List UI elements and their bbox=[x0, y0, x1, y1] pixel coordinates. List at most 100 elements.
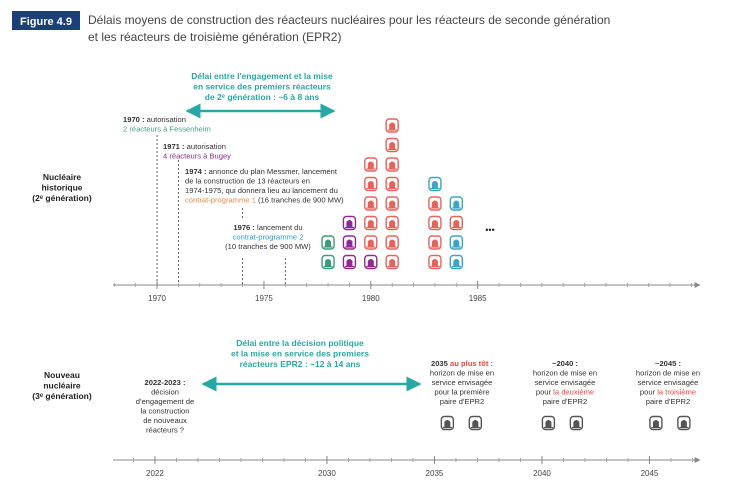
icon-reactor bbox=[367, 259, 374, 266]
annotation-line: de la construction de 13 réacteurs en bbox=[185, 177, 310, 186]
text-segment: autorisation bbox=[185, 142, 226, 151]
text-segment: pour bbox=[536, 388, 553, 397]
reactor-icon bbox=[385, 254, 399, 270]
annotation-line: paire d'EPR2 bbox=[440, 397, 485, 406]
label-line: Nouveau bbox=[44, 370, 80, 380]
annotation-line: service envisagée bbox=[535, 378, 596, 387]
text-segment: pour la première bbox=[434, 388, 489, 397]
text-segment: la deuxième bbox=[553, 388, 594, 397]
reactor-icon bbox=[385, 176, 399, 192]
text-segment: horizon de mise en bbox=[430, 369, 494, 378]
text-segment: décision bbox=[151, 388, 179, 397]
icon-reactor bbox=[453, 239, 460, 247]
annotation-line: 4 réacteurs à Bugey bbox=[163, 152, 231, 161]
reactor-icon bbox=[569, 415, 584, 431]
text-segment: service envisagée bbox=[535, 378, 596, 387]
text-segment: réacteurs ? bbox=[146, 426, 184, 435]
annotation-line: horizon de mise en bbox=[636, 369, 700, 378]
reactor-icon bbox=[428, 215, 442, 231]
annotation-line: 1976 : lancement du bbox=[233, 223, 302, 232]
label-line: nucléaire bbox=[43, 381, 81, 391]
figure-badge bbox=[12, 11, 80, 30]
text-segment: ~2040 : bbox=[552, 359, 578, 368]
text-segment: d'engagement de bbox=[136, 397, 194, 406]
reactor-icon bbox=[468, 415, 483, 431]
text-segment: contrat-programme 1 bbox=[185, 196, 256, 205]
icon-reactor bbox=[389, 181, 396, 188]
text-segment: 2022-2023 : bbox=[145, 378, 186, 387]
annotation-line: d'engagement de bbox=[136, 397, 194, 406]
icon-reactor bbox=[346, 220, 353, 227]
icon-reactor bbox=[545, 420, 552, 427]
reactor-icon bbox=[428, 254, 442, 270]
figure-label: Figure 4.9 bbox=[20, 16, 72, 28]
text-segment: paire d'EPR2 bbox=[440, 397, 485, 406]
text-segment: 2035 bbox=[431, 359, 450, 368]
label-line: Nucléaire bbox=[43, 172, 82, 182]
annotation-line: paire d'EPR2 bbox=[543, 397, 588, 406]
text-segment: de la construction de 13 réacteurs en bbox=[185, 177, 310, 186]
icon-reactor bbox=[472, 420, 479, 427]
text-segment: 1974 : bbox=[185, 167, 207, 176]
label-line: et la mise en service des premiers bbox=[231, 349, 369, 359]
reactor-icon bbox=[385, 157, 399, 172]
annotation-line: 2022-2023 : bbox=[145, 378, 186, 387]
icon-reactor bbox=[367, 181, 374, 188]
x-tick-label: 2030 bbox=[318, 469, 336, 478]
icon-reactor bbox=[389, 220, 396, 227]
icon-reactor bbox=[325, 259, 332, 266]
text-segment: paire d'EPR2 bbox=[646, 397, 691, 406]
text-segment: (10 tranches de 900 MW) bbox=[225, 242, 311, 251]
x-tick-label: 2035 bbox=[426, 469, 444, 478]
text-segment: paire d'EPR2 bbox=[543, 397, 588, 406]
reactor-icon bbox=[364, 254, 378, 270]
reactor-icon bbox=[342, 254, 357, 270]
text-segment: (16 tranches de 900 MW) bbox=[256, 196, 344, 205]
text-segment: 1971 : bbox=[163, 142, 185, 151]
reactor-icon bbox=[364, 215, 378, 231]
reactor-icon bbox=[649, 415, 663, 431]
reactor-icon bbox=[364, 235, 378, 250]
label-line: réacteurs EPR2 : ~12 à 14 ans bbox=[240, 359, 361, 369]
icon-reactor bbox=[453, 259, 460, 266]
icon-reactor bbox=[444, 420, 451, 427]
label-line: (3ᵉ génération) bbox=[32, 391, 92, 401]
icon-reactor bbox=[367, 239, 374, 247]
annotation-line: paire d'EPR2 bbox=[646, 397, 691, 406]
text-segment: 4 réacteurs à Bugey bbox=[163, 152, 231, 161]
reactor-icon bbox=[449, 215, 464, 231]
annotation-line: 1974 : annonce du plan Messmer, lancemen… bbox=[185, 167, 338, 176]
x-tick-label: 2040 bbox=[533, 469, 551, 478]
x-tick-label: 1980 bbox=[362, 294, 380, 303]
reactor-icon bbox=[677, 415, 691, 431]
icon-reactor bbox=[431, 181, 438, 188]
annotation-line: contrat-programme 2 bbox=[233, 233, 304, 242]
text-segment: 2 réacteurs à Fessenheim bbox=[123, 125, 211, 134]
icon-reactor bbox=[431, 200, 438, 208]
reactor-icon bbox=[428, 196, 442, 211]
icon-reactor bbox=[389, 200, 396, 208]
reactor-icon bbox=[364, 157, 378, 172]
icon-reactor bbox=[346, 239, 353, 247]
icon-reactor bbox=[389, 161, 396, 169]
annotation-line: réacteurs ? bbox=[146, 426, 184, 435]
title-line: Délais moyens de construction des réacte… bbox=[88, 13, 610, 27]
icon-reactor bbox=[431, 239, 438, 247]
annotation-line: 1970 : autorisation bbox=[123, 115, 186, 124]
label-line: Délai entre la décision politique bbox=[236, 338, 364, 348]
text-segment: horizon de mise en bbox=[636, 369, 700, 378]
icon-reactor bbox=[325, 239, 332, 247]
text-segment: contrat-programme 2 bbox=[233, 233, 304, 242]
annotation-line: pour la troisième bbox=[640, 388, 696, 397]
text-segment: lancement du bbox=[255, 223, 303, 232]
icon-reactor bbox=[389, 142, 396, 149]
annotation-line: pour la deuxième bbox=[536, 388, 594, 397]
reactor-icon bbox=[342, 235, 357, 250]
label-line: Délai entre l'engagement et la mise bbox=[191, 71, 333, 81]
reactor-icon bbox=[364, 196, 378, 211]
icon-reactor bbox=[431, 259, 438, 266]
reactor-icon bbox=[428, 176, 442, 192]
x-tick-label: 2022 bbox=[146, 469, 164, 478]
reactor-icon bbox=[321, 254, 335, 270]
